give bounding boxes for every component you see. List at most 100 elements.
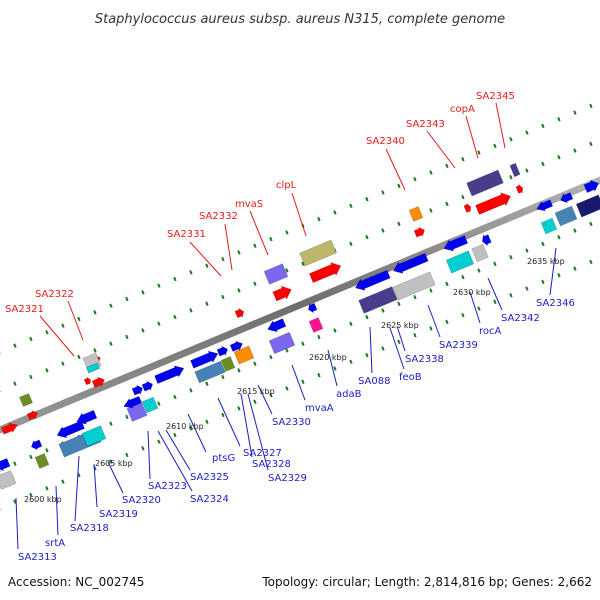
gene-feature <box>554 205 578 227</box>
guide-dot <box>173 432 177 438</box>
gene-feature <box>392 252 429 274</box>
gene-feature <box>141 396 159 414</box>
gene-feature <box>299 239 337 267</box>
gene-feature <box>56 420 85 439</box>
leader-line <box>217 397 241 447</box>
guide-dot <box>173 394 177 400</box>
guide-dot <box>13 461 17 466</box>
gene-feature <box>19 393 33 407</box>
gene-label[interactable]: SA2339 <box>439 340 478 351</box>
guide-dot <box>0 388 1 393</box>
leader-line <box>465 115 479 159</box>
leader-line <box>107 461 124 494</box>
gene-label[interactable]: SA2331 <box>167 229 206 240</box>
gene-label[interactable]: SA2318 <box>70 523 109 534</box>
gene-label[interactable]: srtA <box>45 538 65 549</box>
guide-dot <box>445 319 449 325</box>
leader-line <box>147 430 151 480</box>
leader-line <box>15 497 19 550</box>
guide-dot <box>541 279 545 285</box>
guide-dot <box>109 303 113 308</box>
gene-label[interactable]: SA2319 <box>99 509 138 520</box>
map-title: Staphylococcus aureus subsp. aureus N315… <box>95 12 505 27</box>
gene-label[interactable]: SA2323 <box>148 481 187 492</box>
guide-dot <box>269 236 273 242</box>
gene-label[interactable]: SA2346 <box>536 298 575 309</box>
gene-label[interactable]: SA2343 <box>406 119 445 130</box>
gene-label[interactable]: SA2345 <box>476 91 515 102</box>
gene-label[interactable]: SA2325 <box>190 472 229 483</box>
leader-line <box>165 429 191 471</box>
gene-label[interactable]: SA2322 <box>35 289 74 300</box>
gene-label[interactable]: SA2313 <box>18 552 57 563</box>
gene-feature <box>154 365 185 385</box>
guide-dot <box>253 281 257 286</box>
accession-text: Accession: NC_002745 <box>8 575 144 589</box>
guide-dot <box>205 419 209 424</box>
guide-dot <box>157 401 161 406</box>
guide-dot <box>221 256 225 262</box>
guide-dot <box>381 308 385 313</box>
gene-feature <box>91 376 105 388</box>
guide-dot <box>461 194 465 200</box>
gene-label[interactable]: SA2329 <box>268 473 307 484</box>
gene-feature <box>536 199 554 212</box>
gene-label[interactable]: SA2332 <box>199 211 238 222</box>
guide-dot <box>109 459 113 464</box>
gene-label[interactable]: SA2338 <box>405 354 444 365</box>
gene-label[interactable]: rocA <box>479 326 502 337</box>
guide-dot <box>445 281 449 287</box>
gene-feature <box>515 184 524 194</box>
guide-dot <box>125 452 129 458</box>
gene-label[interactable]: SA2330 <box>272 417 311 428</box>
gene-label[interactable]: ptsG <box>212 453 235 464</box>
gene-label[interactable]: SA2320 <box>122 495 161 506</box>
guide-dot <box>13 381 17 386</box>
gene-feature <box>475 192 512 215</box>
gene-feature <box>123 395 143 409</box>
leader-line <box>495 102 506 149</box>
tick-label: 2620 kbp <box>309 353 347 362</box>
tick-label: 2615 kbp <box>237 387 275 396</box>
gene-label[interactable]: mvaS <box>235 199 263 210</box>
guide-dot <box>285 386 289 391</box>
guide-dot <box>157 283 161 288</box>
gene-feature <box>413 226 425 238</box>
gene-label[interactable]: copA <box>450 104 475 115</box>
gene-feature <box>408 206 424 222</box>
gene-label[interactable]: SA2328 <box>252 459 291 470</box>
gene-feature <box>85 362 101 374</box>
guide-dot <box>589 103 593 109</box>
gene-label[interactable]: SA2342 <box>501 313 540 324</box>
guide-dot <box>429 170 433 175</box>
guide-dot <box>413 294 417 300</box>
guide-dot <box>541 123 545 129</box>
gene-label[interactable]: SA2321 <box>5 304 44 315</box>
guide-dot <box>477 306 481 311</box>
guide-dot <box>461 156 465 162</box>
gene-label[interactable]: SA2327 <box>243 448 282 459</box>
gene-label[interactable]: SA088 <box>358 376 390 387</box>
guide-dot <box>589 259 593 265</box>
gene-label[interactable]: adaB <box>336 389 362 400</box>
gene-label[interactable]: clpL <box>276 180 297 191</box>
leader-line <box>549 247 557 296</box>
guide-dot <box>509 254 513 260</box>
gene-feature <box>190 350 219 369</box>
topology-text: Topology: circular; Length: 2,814,816 bp… <box>261 575 592 589</box>
gene-label[interactable]: feoB <box>399 372 422 383</box>
tick-label: 2600 kbp <box>24 495 62 504</box>
gene-label[interactable]: SA2340 <box>366 136 405 147</box>
gene-label[interactable]: SA2324 <box>190 494 229 505</box>
leader-line <box>257 384 273 415</box>
guide-dot <box>429 208 433 213</box>
guide-dot <box>77 354 81 360</box>
guide-dot <box>45 486 49 491</box>
guide-dot <box>237 250 241 255</box>
guide-dot <box>45 448 49 453</box>
gene-label[interactable]: mvaA <box>305 403 334 414</box>
gene-feature <box>31 439 43 451</box>
leader-line <box>427 304 441 338</box>
leader-line <box>469 291 481 324</box>
gene-feature <box>229 340 243 352</box>
